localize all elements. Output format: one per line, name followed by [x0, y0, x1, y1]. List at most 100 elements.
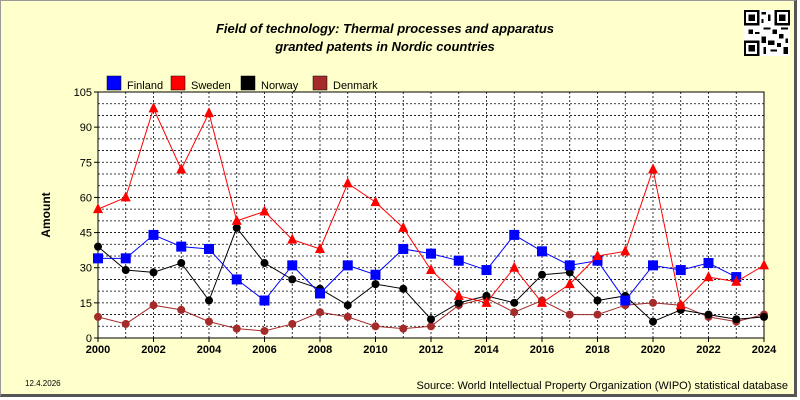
y-tick-label: 15 — [80, 298, 92, 310]
y-tick-label: 105 — [74, 87, 92, 99]
legend-label-sweden: Sweden — [191, 80, 231, 92]
data-point — [704, 310, 713, 319]
data-point — [703, 258, 714, 269]
data-point — [121, 319, 130, 328]
data-point — [148, 102, 159, 113]
data-point — [731, 275, 742, 286]
legend: Finland Sweden Norway Denmark — [106, 75, 378, 92]
data-point — [260, 326, 269, 335]
data-point — [648, 260, 658, 271]
series-sweden — [93, 102, 769, 310]
data-point — [399, 284, 408, 293]
data-point — [205, 317, 213, 326]
data-point — [620, 295, 631, 306]
data-point — [759, 259, 769, 270]
x-tick-label: 2000 — [86, 344, 110, 356]
data-point — [343, 301, 352, 310]
x-tick-label: 2002 — [141, 344, 165, 356]
data-point — [121, 266, 130, 275]
legend-label-finland: Finland — [127, 80, 163, 92]
x-tick-label: 2014 — [474, 344, 499, 356]
data-point — [592, 250, 603, 260]
data-point — [148, 229, 159, 240]
data-point — [537, 246, 547, 257]
footer-date: 12.4.2026 — [25, 379, 61, 388]
data-point — [703, 271, 714, 282]
data-point — [232, 223, 241, 232]
data-point — [231, 274, 242, 285]
title-line-2: granted patents in Nordic countries — [275, 39, 495, 54]
data-point — [260, 259, 269, 268]
data-point — [259, 205, 270, 216]
data-point — [120, 253, 131, 264]
legend-swatch-finland — [106, 75, 122, 91]
series-denmark — [94, 294, 768, 335]
series-norway — [94, 223, 768, 326]
data-point — [176, 163, 187, 174]
data-point — [453, 255, 464, 266]
x-tick-label: 2006 — [252, 344, 276, 356]
chart-title: Field of technology: Thermal processes a… — [200, 20, 570, 56]
data-point — [287, 260, 298, 271]
data-point — [316, 308, 324, 317]
y-tick-label: 75 — [80, 157, 92, 169]
data-point — [592, 255, 603, 266]
data-point — [176, 241, 187, 252]
data-point — [231, 214, 242, 225]
series-finland — [93, 229, 742, 306]
data-point — [371, 280, 380, 289]
legend-swatch-norway — [240, 75, 256, 91]
data-point — [370, 269, 381, 280]
data-point — [565, 268, 574, 277]
data-point — [648, 163, 658, 174]
data-point — [537, 296, 547, 307]
legend-label-denmark: Denmark — [333, 80, 378, 92]
data-point — [426, 264, 436, 275]
data-point — [732, 315, 741, 324]
data-point — [454, 298, 463, 307]
data-point — [342, 260, 353, 271]
data-point — [342, 177, 353, 188]
legend-swatch-denmark — [312, 75, 328, 91]
x-tick-label: 2024 — [752, 344, 777, 356]
legend-label-norway: Norway — [261, 80, 299, 92]
data-point — [371, 322, 380, 331]
data-point — [259, 295, 270, 306]
data-point — [565, 310, 574, 319]
data-point — [93, 253, 103, 264]
data-point — [315, 242, 325, 253]
data-point — [509, 229, 520, 240]
y-tick-label: 0 — [86, 333, 92, 345]
data-point — [593, 310, 602, 319]
x-tick-label: 2008 — [308, 344, 332, 356]
data-point — [288, 319, 297, 328]
data-point — [427, 322, 435, 331]
data-point — [481, 296, 492, 307]
data-point — [649, 298, 657, 307]
data-point — [453, 289, 464, 300]
data-point — [426, 248, 436, 259]
data-point — [564, 278, 575, 289]
data-point — [343, 312, 352, 321]
data-point — [564, 260, 575, 271]
x-tick-label: 2010 — [363, 344, 387, 356]
data-point — [481, 265, 492, 276]
data-point — [205, 296, 213, 305]
data-point — [177, 259, 186, 268]
data-point — [204, 243, 214, 254]
footer-source: Source: World Intellectual Property Orga… — [416, 380, 788, 392]
data-point — [620, 245, 631, 256]
data-point — [649, 317, 657, 326]
data-point — [510, 308, 519, 317]
data-point — [482, 291, 491, 300]
data-point — [93, 203, 103, 214]
data-point — [149, 268, 158, 277]
data-point — [287, 233, 298, 244]
x-tick-label: 2018 — [585, 344, 609, 356]
data-point — [288, 275, 297, 284]
data-point — [675, 265, 686, 276]
data-point — [593, 296, 602, 305]
qr-code-icon — [744, 10, 790, 56]
data-point — [675, 299, 686, 310]
